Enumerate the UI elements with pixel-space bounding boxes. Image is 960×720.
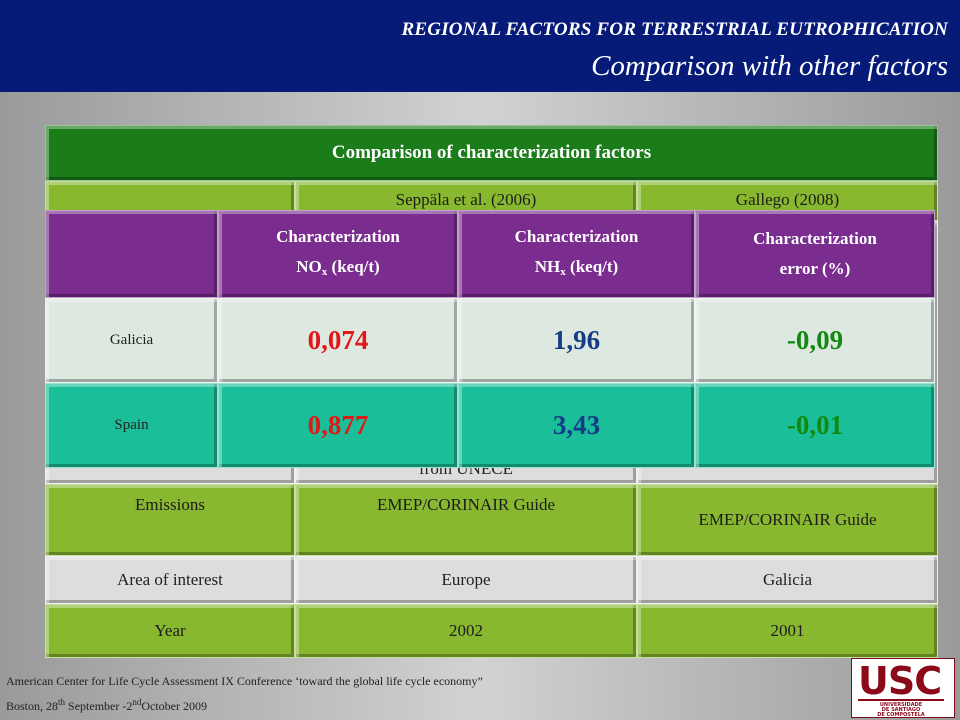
table-cell: EMEP/CORINAIR Guide xyxy=(637,484,938,556)
table-cell: Galicia xyxy=(637,556,938,604)
header-bar: REGIONAL FACTORS FOR TERRESTRIAL EUTROPH… xyxy=(0,0,960,92)
table-cell: EMEP/CORINAIR Guide xyxy=(295,484,637,556)
overlay-row-label-spain: Spain xyxy=(45,383,218,468)
overlay-value-spain-nox: 0,877 xyxy=(218,383,458,468)
table-title: Comparison of characterization factors xyxy=(45,125,938,181)
usc-logo-line3: DE COMPOSTELA xyxy=(877,712,925,718)
table-cell: 2002 xyxy=(295,604,637,658)
usc-logo: USC UNIVERSIDADE DE SANTIAGO DE COMPOSTE… xyxy=(851,658,955,718)
footer-conference: American Center for Life Cycle Assessmen… xyxy=(6,674,483,688)
overlay-value-galicia-nhx: 1,96 xyxy=(458,298,695,383)
usc-logo-line1: UNIVERSIDADE xyxy=(879,702,923,708)
table-row-label: Emissions xyxy=(45,484,295,556)
usc-logo-letters: USC xyxy=(858,659,942,703)
overlay-header-nhx: Characterization NHx (keq/t) xyxy=(458,210,695,298)
logo-divider xyxy=(858,699,944,701)
overlay-header-error: Characterization error (%) xyxy=(695,210,935,298)
overlay-header-nox: Characterization NOx (keq/t) xyxy=(218,210,458,298)
overlay-value-galicia-nox: 0,074 xyxy=(218,298,458,383)
overlay-value-spain-error: -0,01 xyxy=(695,383,935,468)
overlay-row-label-galicia: Galicia xyxy=(45,298,218,383)
table-cell: Europe xyxy=(295,556,637,604)
overlay-value-galicia-error: -0,09 xyxy=(695,298,935,383)
table-row-label: Area of interest xyxy=(45,556,295,604)
footer-dates: Boston, 28th September -2ndOctober 2009 xyxy=(6,697,207,713)
table-cell: 2001 xyxy=(637,604,938,658)
page-subtitle: Comparison with other factors xyxy=(591,50,948,82)
usc-logo-line2: DE SANTIAGO xyxy=(881,707,921,713)
page-title: REGIONAL FACTORS FOR TERRESTRIAL EUTROPH… xyxy=(401,19,948,40)
overlay-header-corner xyxy=(45,210,218,298)
overlay-value-spain-nhx: 3,43 xyxy=(458,383,695,468)
table-row-label: Year xyxy=(45,604,295,658)
